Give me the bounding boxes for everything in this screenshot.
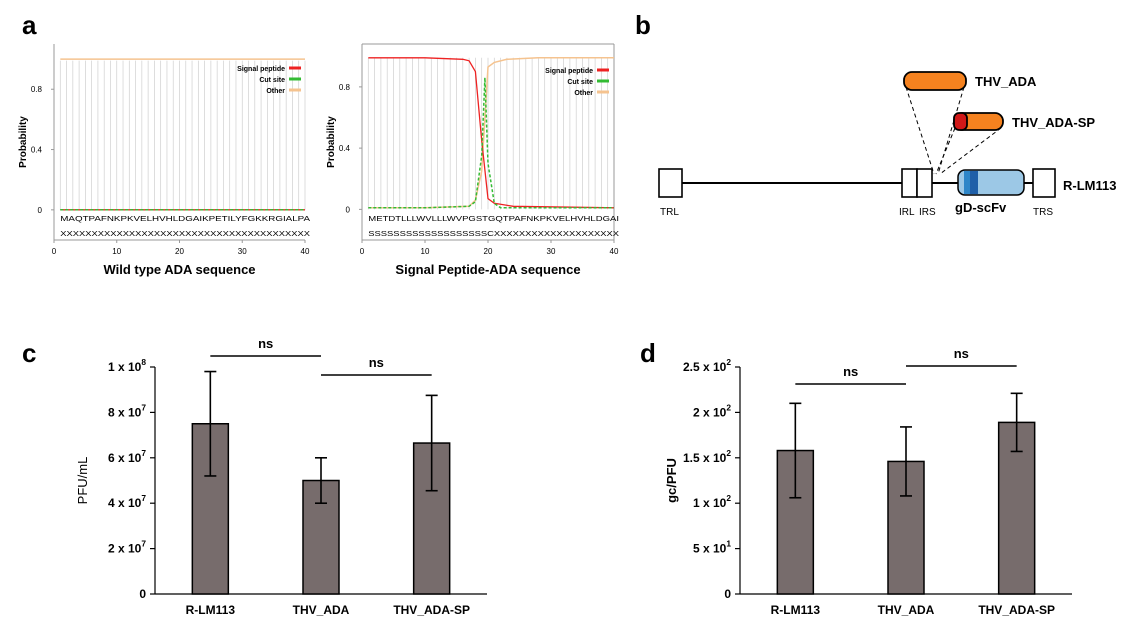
series-line-cut-site: [368, 77, 614, 209]
y-axis-label: Probability: [18, 116, 29, 168]
legend-label: Cut site: [259, 77, 285, 84]
thv-ada-cassette: [903, 71, 967, 91]
panel-label-d: d: [640, 338, 656, 368]
y-tick-label: 5 x 101: [693, 539, 731, 556]
panel-label-c: c: [22, 338, 36, 368]
series-line-other: [368, 57, 614, 209]
irs-box: [916, 168, 933, 198]
y-tick-label: 0: [38, 206, 43, 215]
x-tick-label: 20: [484, 247, 493, 256]
significance-label: ns: [258, 336, 273, 351]
category-label: THV_ADA: [293, 603, 350, 617]
gd-scfv-segment-mid: [964, 171, 970, 194]
y-tick-label: 0: [139, 587, 146, 601]
y-tick-label: 2.5 x 102: [683, 357, 731, 374]
insertion-line-3: [935, 127, 956, 175]
gd-scfv-segment-dark: [970, 171, 978, 194]
y-tick-label: 0: [346, 205, 351, 214]
construct-label-thv-ada: THV_ADA: [975, 74, 1037, 89]
y-tick-label: 1 x 108: [108, 357, 146, 374]
x-axis-label: Wild type ADA sequence: [103, 262, 255, 277]
y-tick-label: 0.4: [339, 144, 351, 153]
annotation-row: XXXXXXXXXXXXXXXXXXXXXXXXXXXXXXXXXXXXXXXX: [60, 229, 310, 238]
trl-box: [658, 168, 683, 198]
legend-label: Signal peptide: [545, 68, 593, 75]
y-axis-label: gc/PFU: [664, 458, 679, 503]
legend-label: Signal peptide: [237, 66, 285, 73]
irl-label: IRL: [899, 207, 915, 218]
signalp-chart-wildtype: 0 0.4 0.8 0 10 20 30 40 Wild type ADA sequence Pr…: [18, 44, 310, 277]
y-axis-label: PFU/mL: [75, 457, 90, 505]
x-tick-label: 0: [360, 247, 365, 256]
trs-box: [1032, 168, 1056, 198]
y-tick-label: 4 x 107: [108, 493, 146, 510]
series-line-signal-peptide: [368, 57, 615, 209]
trl-label: TRL: [660, 207, 679, 218]
x-tick-label: 10: [421, 247, 430, 256]
y-tick-label: 6 x 107: [108, 448, 146, 465]
x-tick-label: 40: [610, 247, 619, 256]
significance-label: ns: [954, 346, 969, 361]
category-label: THV_ADA: [878, 603, 935, 617]
y-tick-label: 0.8: [339, 83, 351, 92]
category-label: THV_ADA-SP: [978, 603, 1055, 617]
signalp-chart-signal-peptide: 0 0.4 0.8 0 10 20 30 40 Signal Peptide-ADA seque…: [326, 43, 619, 277]
y-tick-label: 2 x 102: [693, 402, 731, 419]
y-tick-label: 0.4: [31, 146, 43, 155]
bar-chart-pfu: 0 2 x 107 4 x 107 6 x 107 8 x 107 1 x 108 PFU/…: [75, 336, 487, 617]
insertion-line-4: [939, 127, 1002, 175]
gd-scfv-label: gD-scFv: [955, 200, 1007, 215]
insertion-line-1: [905, 86, 935, 175]
legend-label: Cut site: [567, 79, 593, 86]
y-axis-label: Probability: [326, 116, 337, 168]
x-axis-label: Signal Peptide-ADA sequence: [395, 262, 580, 277]
y-tick-label: 0: [724, 587, 731, 601]
category-label: R-LM113: [186, 603, 236, 617]
bar-chart-gc-per-pfu: 0 5 x 101 1 x 102 1.5 x 102 2 x 102 2.5 x 102…: [664, 346, 1072, 617]
genome-name-label: R-LM113: [1063, 178, 1116, 193]
category-label: THV_ADA-SP: [393, 603, 470, 617]
x-tick-label: 30: [238, 247, 247, 256]
bar: [302, 479, 340, 595]
signal-peptide-segment: [953, 112, 968, 131]
trs-label: TRS: [1033, 207, 1053, 218]
significance-label: ns: [843, 364, 858, 379]
x-tick-label: 30: [547, 247, 556, 256]
x-tick-label: 20: [175, 247, 184, 256]
panel-label-a: a: [22, 10, 37, 40]
bar: [776, 449, 815, 595]
y-tick-label: 8 x 107: [108, 402, 146, 419]
sequence-row: MAQTPAFNKPKVELHVHLDGAIKPETILYFGKKRGIALPA: [60, 214, 310, 223]
y-tick-label: 0.8: [31, 85, 43, 94]
y-tick-label: 1.5 x 102: [683, 448, 731, 465]
x-tick-label: 10: [112, 247, 121, 256]
y-tick-label: 2 x 107: [108, 539, 146, 556]
panel-label-b: b: [635, 10, 651, 40]
x-tick-label: 40: [301, 247, 310, 256]
genome-diagram: THV_ADA THV_ADA-SP R-LM113 TRL IRL IRS g…: [658, 71, 1116, 218]
y-tick-label: 1 x 102: [693, 493, 731, 510]
significance-label: ns: [369, 355, 384, 370]
irl-box: [901, 168, 918, 198]
insertion-line-2: [937, 86, 965, 175]
legend-label: Other: [574, 90, 593, 97]
annotation-row: SSSSSSSSSSSSSSSSSSSCXXXXXXXXXXXXXXXXXXXX: [368, 229, 619, 238]
x-tick-label: 0: [52, 247, 57, 256]
category-label: R-LM113: [771, 603, 821, 617]
irs-label: IRS: [919, 207, 936, 218]
sequence-row: METDTLLLWVLLLWVPGSTGQTPAFNKPKVELHVHLDGAI: [368, 214, 619, 223]
legend-label: Other: [266, 88, 285, 95]
construct-label-thv-ada-sp: THV_ADA-SP: [1012, 115, 1095, 130]
